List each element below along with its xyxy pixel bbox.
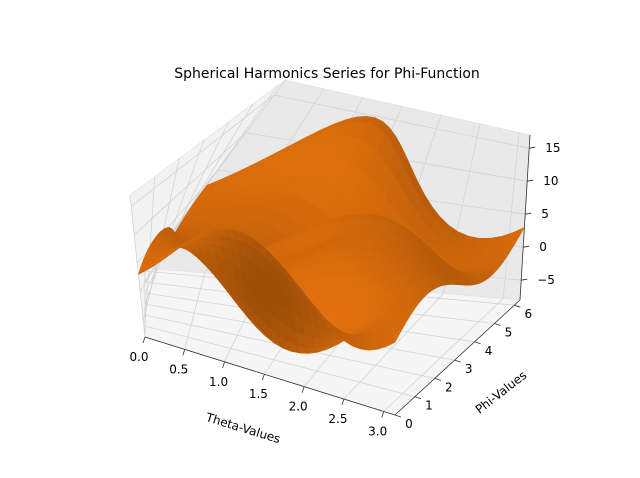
x-tick [261, 374, 265, 381]
z-tick-label: 0 [539, 240, 547, 254]
z-tick [521, 278, 528, 281]
grid-line-y [144, 176, 416, 398]
x-tick [142, 336, 146, 344]
x-tick-label: 1.5 [249, 387, 268, 401]
y-tick-label: 4 [485, 344, 493, 358]
y-tick-label: 2 [445, 380, 453, 394]
x-tick [381, 411, 385, 418]
x-tick [222, 361, 225, 368]
y-tick-label: 3 [465, 362, 473, 376]
z-tick [525, 212, 532, 215]
z-tick [529, 146, 536, 149]
x-axis-line [144, 336, 396, 416]
y-tick-label: 1 [425, 399, 433, 413]
y-tick [434, 378, 441, 381]
axes-lines [144, 134, 531, 416]
x-tick-label: 0.0 [129, 350, 148, 364]
x-tick [301, 386, 305, 393]
y-tick [454, 359, 461, 363]
z-tick-label: 15 [545, 141, 560, 155]
y-tick [474, 341, 481, 345]
z-tick-label: 10 [543, 174, 558, 188]
z-tick-label: 5 [541, 207, 549, 221]
x-tick-label: 1.0 [209, 375, 228, 389]
x-tick-label: 0.5 [169, 362, 188, 376]
y-axis-line [394, 299, 521, 416]
grid-line-x [343, 123, 481, 400]
z-tick [523, 245, 530, 248]
y-tick-label: 0 [405, 417, 413, 431]
z-tick-label: −5 [537, 273, 555, 287]
y-tick [514, 304, 521, 308]
grid-line-y [144, 158, 435, 379]
x-tick-label: 2.0 [289, 400, 308, 414]
x-tick-label: 2.5 [328, 412, 347, 426]
x-tick [341, 398, 345, 406]
y-tick [494, 323, 501, 326]
grid-line-z [130, 94, 530, 207]
y-tick [394, 414, 402, 418]
x-tick [182, 349, 186, 356]
chart-title: Spherical Harmonics Series for Phi-Funct… [174, 66, 480, 82]
surface-patch [386, 336, 399, 347]
z-tick [527, 179, 534, 182]
y-tick-label: 6 [525, 307, 533, 321]
grid-line-x [383, 132, 520, 412]
y-tick-label: 5 [505, 325, 513, 339]
y-tick [414, 396, 422, 400]
z-axis-line [519, 134, 531, 301]
grid-line-z [133, 132, 528, 236]
surface [138, 115, 525, 354]
x-tick-label: 3.0 [368, 424, 387, 438]
